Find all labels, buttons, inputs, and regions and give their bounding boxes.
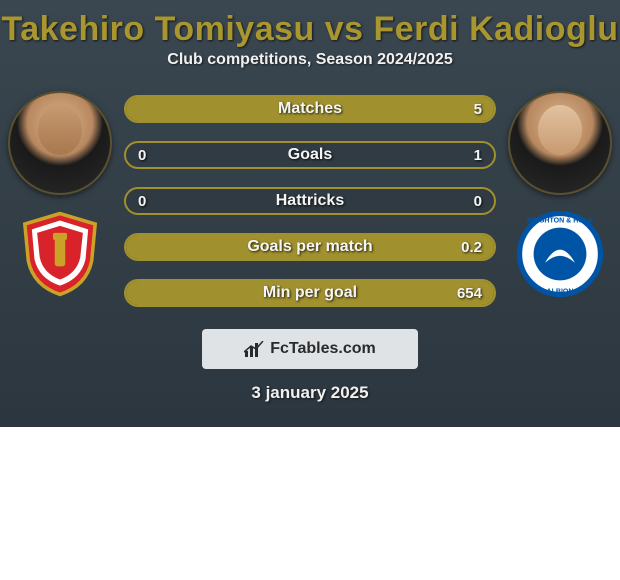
stat-bar: Min per goal 654	[124, 279, 496, 307]
stat-bar: Matches 5	[124, 95, 496, 123]
stats-column: Matches 5 0 Goals 1 0 Hattricks 0 Goals per matc…	[124, 91, 496, 307]
left-column	[6, 91, 114, 297]
stat-right-value: 0	[474, 189, 482, 213]
comparison-card: Takehiro Tomiyasu vs Ferdi Kadioglu Club…	[0, 0, 620, 427]
stat-left-value: 0	[138, 189, 146, 213]
stat-right-value: 5	[474, 97, 482, 121]
stat-bar: 0 Hattricks 0	[124, 187, 496, 215]
body-row: Matches 5 0 Goals 1 0 Hattricks 0 Goals per matc…	[0, 91, 620, 307]
page-title: Takehiro Tomiyasu vs Ferdi Kadioglu	[0, 0, 620, 51]
stat-bar: Goals per match 0.2	[124, 233, 496, 261]
player-right-avatar	[508, 91, 612, 195]
club-right-badge: BRIGHTON & HOVE ALBION	[510, 211, 610, 297]
footer-date: 3 january 2025	[0, 383, 620, 403]
stat-label: Matches	[278, 100, 342, 118]
right-column: BRIGHTON & HOVE ALBION	[506, 91, 614, 297]
stat-left-value: 0	[138, 143, 146, 167]
player-left-avatar	[8, 91, 112, 195]
stat-label: Hattricks	[276, 192, 344, 210]
subtitle: Club competitions, Season 2024/2025	[0, 51, 620, 69]
club-left-badge	[10, 211, 110, 297]
stat-bar: 0 Goals 1	[124, 141, 496, 169]
stat-right-value: 1	[474, 143, 482, 167]
stat-label: Min per goal	[263, 284, 357, 302]
brighton-icon: BRIGHTON & HOVE ALBION	[516, 210, 604, 298]
bars-icon	[244, 341, 264, 357]
brand-badge: FcTables.com	[202, 329, 418, 369]
stat-right-value: 0.2	[461, 235, 482, 259]
arsenal-icon	[16, 210, 104, 298]
stat-label: Goals per match	[247, 238, 372, 256]
svg-text:BRIGHTON & HOVE: BRIGHTON & HOVE	[527, 217, 594, 224]
svg-text:ALBION: ALBION	[547, 289, 574, 296]
brand-text: FcTables.com	[270, 340, 376, 358]
stat-label: Goals	[288, 146, 332, 164]
stat-right-value: 654	[457, 281, 482, 305]
